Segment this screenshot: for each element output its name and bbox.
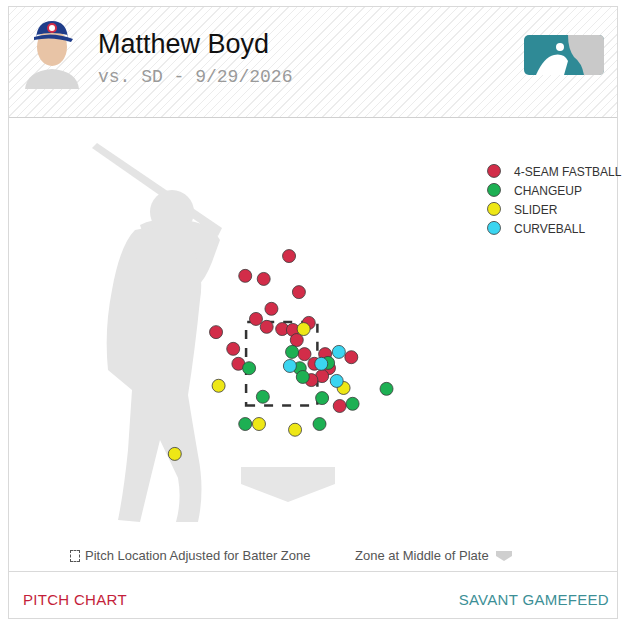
html-text:Zone at Middle of Plate: Zone at Middle of Plate: [355, 548, 489, 563]
html-text:SAVANT GAMEFEED: SAVANT GAMEFEED: [458, 591, 609, 608]
svg-text:4-SEAM FASTBALL: 4-SEAM FASTBALL: [514, 165, 622, 179]
html-text:Matthew Boyd: Matthew Boyd: [98, 29, 270, 59]
html-text:vs. SD - 9/29/2026: vs. SD - 9/29/2026: [98, 67, 293, 87]
html-text:PITCH CHART: PITCH CHART: [23, 591, 127, 608]
svg-text:CURVEBALL: CURVEBALL: [514, 222, 585, 236]
svg-text:CHANGEUP: CHANGEUP: [514, 184, 582, 198]
svg-text:SLIDER: SLIDER: [514, 203, 558, 217]
html-text:Pitch Location Adjusted for Ba: Pitch Location Adjusted for Batter Zone: [85, 548, 311, 563]
